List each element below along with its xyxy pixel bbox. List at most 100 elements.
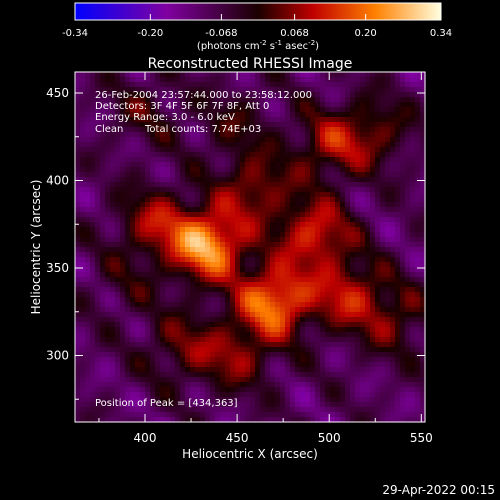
- heatmap-cell: [250, 397, 256, 403]
- heatmap-cell: [275, 272, 281, 278]
- heatmap-cell: [315, 177, 321, 183]
- heatmap-cell: [305, 372, 311, 378]
- heatmap-cell: [410, 167, 416, 173]
- heatmap-cell: [380, 102, 386, 108]
- heatmap-cell: [395, 162, 401, 168]
- heatmap-cell: [150, 277, 156, 283]
- heatmap-cell: [230, 87, 236, 93]
- heatmap-cell: [355, 287, 361, 293]
- heatmap-cell: [85, 302, 91, 308]
- heatmap-cell: [125, 307, 131, 313]
- heatmap-cell: [415, 357, 421, 363]
- heatmap-cell: [155, 292, 161, 298]
- heatmap-cell: [385, 112, 391, 118]
- heatmap-cell: [325, 157, 331, 163]
- heatmap-cell: [160, 202, 166, 208]
- heatmap-cell: [150, 192, 156, 198]
- heatmap-cell: [370, 402, 376, 408]
- heatmap-cell: [310, 327, 316, 333]
- heatmap-cell: [95, 177, 101, 183]
- heatmap-cell: [230, 142, 236, 148]
- heatmap-cell: [145, 222, 151, 228]
- heatmap-cell: [185, 337, 191, 343]
- heatmap-cell: [380, 157, 386, 163]
- heatmap-cell: [175, 342, 181, 348]
- heatmap-cell: [265, 362, 271, 368]
- heatmap-cell: [355, 227, 361, 233]
- heatmap-cell: [315, 72, 321, 78]
- heatmap-cell: [80, 342, 86, 348]
- heatmap-cell: [150, 232, 156, 238]
- heatmap-cell: [125, 147, 131, 153]
- heatmap-cell: [320, 192, 326, 198]
- heatmap-cell: [330, 257, 336, 263]
- heatmap-cell: [200, 247, 206, 253]
- heatmap-cell: [90, 367, 96, 373]
- heatmap-cell: [320, 377, 326, 383]
- heatmap-cell: [205, 397, 211, 403]
- heatmap-cell: [80, 397, 86, 403]
- heatmap-cell: [90, 387, 96, 393]
- heatmap-cell: [315, 297, 321, 303]
- heatmap-cell: [285, 237, 291, 243]
- heatmap-cell: [260, 162, 266, 168]
- heatmap-cell: [320, 402, 326, 408]
- heatmap-cell: [320, 387, 326, 393]
- heatmap-cell: [240, 312, 246, 318]
- heatmap-cell: [340, 177, 346, 183]
- heatmap-cell: [260, 112, 266, 118]
- heatmap-cell: [290, 312, 296, 318]
- heatmap-cell: [400, 267, 406, 273]
- heatmap-cell: [140, 347, 146, 353]
- heatmap-cell: [80, 312, 86, 318]
- heatmap-cell: [330, 187, 336, 193]
- heatmap-cell: [270, 242, 276, 248]
- heatmap-cell: [110, 407, 116, 413]
- heatmap-cell: [185, 357, 191, 363]
- heatmap-cell: [400, 322, 406, 328]
- heatmap-cell: [180, 327, 186, 333]
- heatmap-cell: [105, 392, 111, 398]
- heatmap-cell: [290, 192, 296, 198]
- heatmap-cell: [75, 97, 81, 103]
- heatmap-cell: [260, 167, 266, 173]
- heatmap-cell: [75, 412, 81, 418]
- heatmap-cell: [295, 112, 301, 118]
- heatmap-cell: [335, 162, 341, 168]
- heatmap-cell: [230, 292, 236, 298]
- heatmap-cell: [110, 197, 116, 203]
- heatmap-cell: [95, 362, 101, 368]
- heatmap-cell: [105, 127, 111, 133]
- heatmap-cell: [340, 357, 346, 363]
- heatmap-cell: [325, 242, 331, 248]
- heatmap-cell: [365, 392, 371, 398]
- heatmap-cell: [395, 322, 401, 328]
- heatmap-cell: [390, 92, 396, 98]
- heatmap-cell: [100, 307, 106, 313]
- heatmap-cell: [120, 87, 126, 93]
- heatmap-cell: [115, 127, 121, 133]
- heatmap-cell: [125, 82, 131, 88]
- heatmap-cell: [130, 322, 136, 328]
- heatmap-cell: [210, 332, 216, 338]
- heatmap-cell: [85, 397, 91, 403]
- heatmap-cell: [325, 307, 331, 313]
- heatmap-cell: [215, 392, 221, 398]
- heatmap-cell: [355, 97, 361, 103]
- heatmap-cell: [95, 337, 101, 343]
- heatmap-cell: [380, 77, 386, 83]
- heatmap-cell: [250, 147, 256, 153]
- heatmap-cell: [230, 367, 236, 373]
- heatmap-cell: [185, 157, 191, 163]
- heatmap-cell: [415, 412, 421, 418]
- heatmap-cell: [90, 197, 96, 203]
- heatmap-cell: [285, 307, 291, 313]
- heatmap-cell: [395, 72, 401, 78]
- heatmap-cell: [370, 377, 376, 383]
- heatmap-cell: [225, 322, 231, 328]
- heatmap-cell: [90, 317, 96, 323]
- heatmap-cell: [335, 87, 341, 93]
- heatmap-cell: [350, 247, 356, 253]
- heatmap-cell: [125, 302, 131, 308]
- heatmap-cell: [350, 207, 356, 213]
